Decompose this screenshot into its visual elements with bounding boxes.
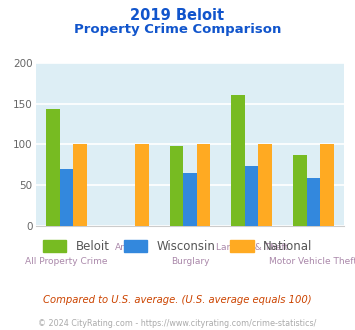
Text: All Property Crime: All Property Crime	[25, 257, 108, 266]
Bar	[135, 145, 148, 226]
Bar	[245, 166, 258, 226]
Text: © 2024 CityRating.com - https://www.cityrating.com/crime-statistics/: © 2024 CityRating.com - https://www.city…	[38, 319, 317, 328]
Bar	[307, 178, 320, 226]
Bar	[170, 146, 183, 226]
Text: Burglary: Burglary	[171, 257, 209, 266]
Text: Arson: Arson	[115, 243, 141, 252]
Bar	[46, 109, 60, 226]
Bar	[231, 95, 245, 226]
Text: Motor Vehicle Theft: Motor Vehicle Theft	[269, 257, 355, 266]
Bar	[320, 145, 334, 226]
Legend: Beloit, Wisconsin, National: Beloit, Wisconsin, National	[38, 236, 317, 258]
Bar	[73, 145, 87, 226]
Text: Compared to U.S. average. (U.S. average equals 100): Compared to U.S. average. (U.S. average …	[43, 295, 312, 305]
Bar	[197, 145, 210, 226]
Text: 2019 Beloit: 2019 Beloit	[130, 8, 225, 23]
Bar	[293, 155, 307, 226]
Bar	[183, 173, 197, 226]
Text: Property Crime Comparison: Property Crime Comparison	[74, 23, 281, 36]
Bar	[258, 145, 272, 226]
Bar	[60, 169, 73, 226]
Text: Larceny & Theft: Larceny & Theft	[215, 243, 288, 252]
